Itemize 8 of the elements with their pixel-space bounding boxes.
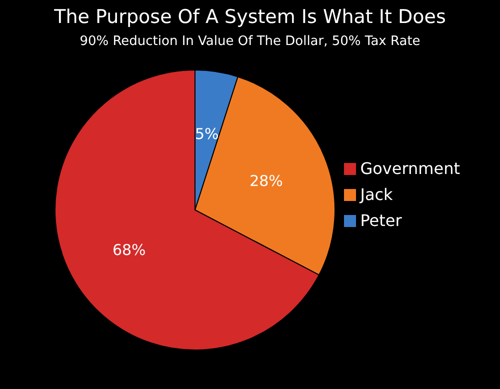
chart-title: The Purpose Of A System Is What It Does (53, 6, 447, 28)
legend-label: Government (360, 158, 460, 178)
data-label: 68% (112, 240, 146, 259)
legend-label: Peter (360, 210, 402, 230)
data-label: 28% (250, 172, 283, 190)
legend-label: Jack (360, 184, 393, 204)
chart-subtitle: 90% Reduction In Value Of The Dollar, 50% Tax Rate (78, 34, 422, 49)
data-label: 5% (195, 124, 219, 143)
